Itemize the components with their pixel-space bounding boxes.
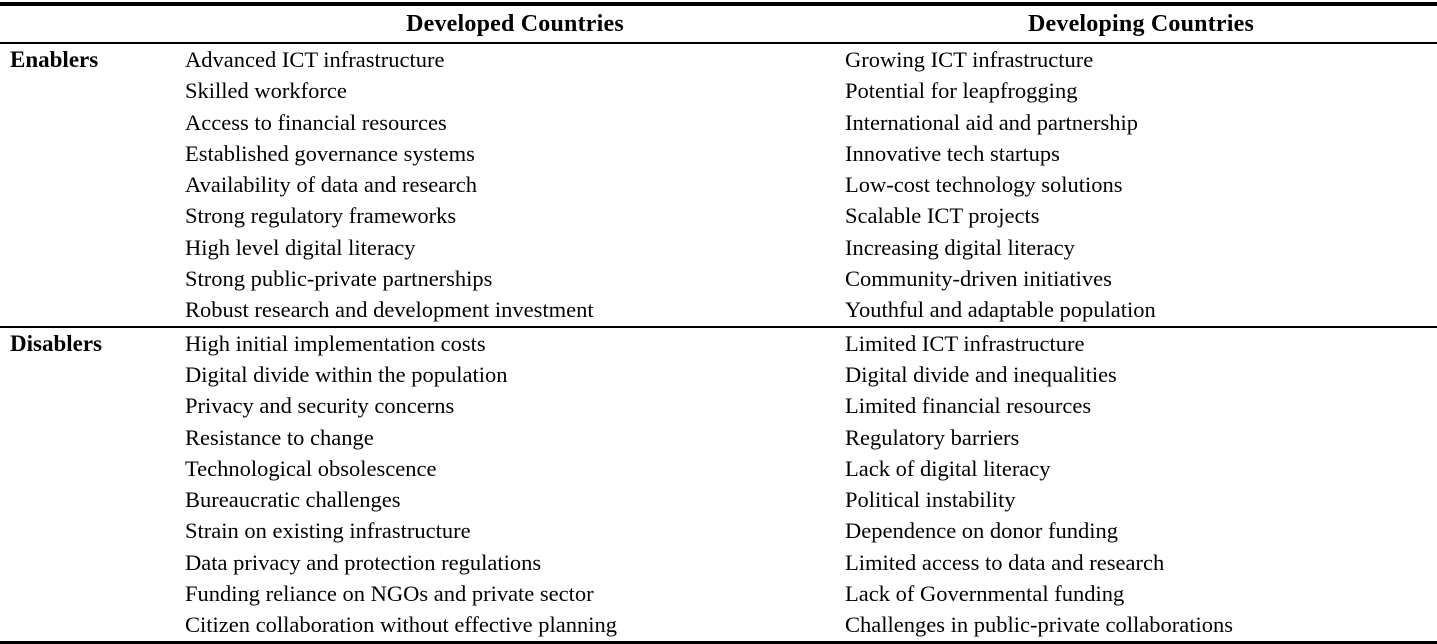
table-cell: Citizen collaboration without effective … xyxy=(185,612,617,638)
table-cell: Robust research and development investme… xyxy=(185,297,594,323)
section-enablers: Enablers Advanced ICT infrastructure Skill… xyxy=(0,44,1437,326)
table-cell: Growing ICT infrastructure xyxy=(845,47,1094,72)
table-header-row: Developed Countries Developing Countries xyxy=(0,6,1437,42)
table-cell: Privacy and security concerns xyxy=(185,393,455,419)
column-header-developing-countries: Developing Countries xyxy=(1028,10,1254,37)
table-cell: Dependence on donor funding xyxy=(845,518,1119,544)
table-cell: Regulatory barriers xyxy=(845,424,1020,450)
table-cell: Challenges in public-private collaborati… xyxy=(845,612,1234,638)
table-cell: High level digital literacy xyxy=(185,234,416,260)
table-cell: High initial implementation costs xyxy=(185,330,486,356)
table-cell: Limited ICT infrastructure xyxy=(845,330,1085,356)
section-label-column: Disablers xyxy=(0,328,185,641)
developing-countries-cells: Growing ICT infrastructure Potential for … xyxy=(845,44,1437,326)
table-cell: Potential for leapfrogging xyxy=(845,78,1078,104)
table-cell: Bureaucratic challenges xyxy=(185,487,401,513)
table-top-border xyxy=(0,2,1437,6)
table-cell: Innovative tech startups xyxy=(845,140,1060,166)
section-label-column: Enablers xyxy=(0,44,185,326)
table-cell: Lack of digital literacy xyxy=(845,455,1051,481)
table-cell: Skilled workforce xyxy=(185,78,347,104)
table-cell: Digital divide within the population xyxy=(185,361,508,387)
table-cell: Established governance systems xyxy=(185,140,475,166)
table-cell: Youthful and adaptable population xyxy=(845,297,1156,323)
developed-countries-cells: Advanced ICT infrastructure Skilled workf… xyxy=(185,44,845,326)
section-label: Enablers xyxy=(10,47,99,72)
table-cell: Lack of Governmental funding xyxy=(845,581,1125,607)
table-cell: Access to financial resources xyxy=(185,109,447,135)
table-cell: Strain on existing infrastructure xyxy=(185,518,471,544)
table-cell: Resistance to change xyxy=(185,424,374,450)
table-cell: Political instability xyxy=(845,487,1016,513)
table-cell: Technological obsolescence xyxy=(185,455,437,481)
developing-countries-cells: Limited ICT infrastructure Digital divide… xyxy=(845,328,1437,641)
table-cell: International aid and partnership xyxy=(845,109,1139,135)
table-body: Enablers Advanced ICT infrastructure Skill… xyxy=(0,44,1437,641)
table-cell: Community-driven initiatives xyxy=(845,266,1112,292)
table-cell: Limited financial resources xyxy=(845,393,1092,419)
table-cell: Availability of data and research xyxy=(185,172,477,198)
section-label: Disablers xyxy=(10,330,102,356)
column-header-developed-countries: Developed Countries xyxy=(406,10,624,37)
section-disablers: Disablers High initial implementation cos… xyxy=(0,325,1437,641)
table-bottom-border xyxy=(0,640,1437,644)
table-cell: Increasing digital literacy xyxy=(845,234,1075,260)
table-cell: Digital divide and inequalities xyxy=(845,361,1117,387)
table-cell: Strong regulatory frameworks xyxy=(185,203,457,229)
table-cell: Strong public-private partnerships xyxy=(185,266,493,292)
table-cell: Low-cost technology solutions xyxy=(845,172,1123,198)
header-underline xyxy=(0,42,1437,44)
table-cell: Limited access to data and research xyxy=(845,549,1165,575)
developed-countries-cells: High initial implementation costs Digital… xyxy=(185,328,845,641)
table-cell: Scalable ICT projects xyxy=(845,203,1040,229)
table-cell: Advanced ICT infrastructure xyxy=(185,47,445,72)
table-cell: Funding reliance on NGOs and private sec… xyxy=(185,581,594,607)
table-cell: Data privacy and protection regulations xyxy=(185,549,542,575)
